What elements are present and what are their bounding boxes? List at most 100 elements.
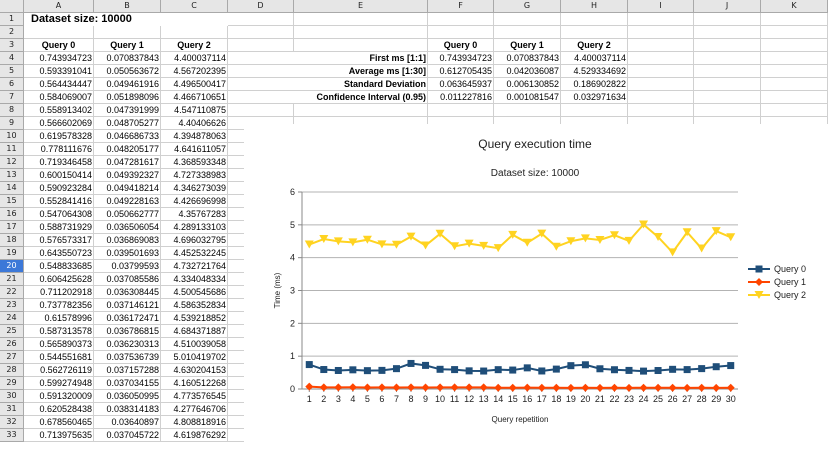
data-cell[interactable]: 0.036230313 bbox=[94, 338, 161, 351]
summary-label-cell[interactable]: Standard Deviation bbox=[228, 78, 428, 91]
data-cell[interactable]: 0.050563672 bbox=[94, 65, 161, 78]
data-cell[interactable]: 0.600150414 bbox=[24, 169, 94, 182]
data-cell[interactable]: 0.050662777 bbox=[94, 208, 161, 221]
data-cell[interactable]: 0.552841416 bbox=[24, 195, 94, 208]
data-cell[interactable]: 4.426696998 bbox=[161, 195, 228, 208]
data-cell[interactable]: 4.277646706 bbox=[161, 403, 228, 416]
summary-value-cell[interactable]: 0.011227816 bbox=[428, 91, 494, 104]
data-cell[interactable]: 4.40406626 bbox=[161, 117, 228, 130]
data-cell[interactable]: 0.548833685 bbox=[24, 260, 94, 273]
row-header-26[interactable]: 26 bbox=[0, 338, 24, 351]
query-header-cell[interactable]: Query 1 bbox=[94, 39, 161, 52]
row-header-19[interactable]: 19 bbox=[0, 247, 24, 260]
data-cell[interactable]: 4.696032795 bbox=[161, 234, 228, 247]
summary-value-cell[interactable]: 4.400037114 bbox=[561, 52, 628, 65]
data-cell[interactable]: 0.036506054 bbox=[94, 221, 161, 234]
data-cell[interactable]: 0.037045722 bbox=[94, 429, 161, 442]
empty-cell[interactable] bbox=[294, 26, 428, 39]
select-all-corner[interactable] bbox=[0, 0, 24, 13]
data-cell[interactable]: 0.711202918 bbox=[24, 286, 94, 299]
empty-cell[interactable] bbox=[761, 104, 828, 117]
empty-cell[interactable] bbox=[761, 52, 828, 65]
empty-cell[interactable] bbox=[761, 78, 828, 91]
data-cell[interactable]: 0.047391999 bbox=[94, 104, 161, 117]
line-chart[interactable]: Query execution time Dataset size: 10000 0… bbox=[244, 124, 828, 451]
data-cell[interactable]: 0.590923284 bbox=[24, 182, 94, 195]
data-cell[interactable]: 0.61578996 bbox=[24, 312, 94, 325]
empty-cell[interactable] bbox=[628, 91, 694, 104]
empty-cell[interactable] bbox=[228, 26, 294, 39]
data-cell[interactable]: 0.038314183 bbox=[94, 403, 161, 416]
empty-cell[interactable] bbox=[561, 26, 628, 39]
row-header-22[interactable]: 22 bbox=[0, 286, 24, 299]
empty-cell[interactable] bbox=[228, 104, 294, 117]
data-cell[interactable]: 0.037146121 bbox=[94, 299, 161, 312]
data-cell[interactable]: 0.051898096 bbox=[94, 91, 161, 104]
data-cell[interactable]: 0.036050995 bbox=[94, 390, 161, 403]
data-cell[interactable]: 0.049392327 bbox=[94, 169, 161, 182]
row-header-13[interactable]: 13 bbox=[0, 169, 24, 182]
column-header-g[interactable]: G bbox=[494, 0, 561, 13]
data-cell[interactable]: 4.547110875 bbox=[161, 104, 228, 117]
data-cell[interactable]: 0.743934723 bbox=[24, 52, 94, 65]
empty-cell[interactable] bbox=[561, 13, 628, 26]
data-cell[interactable]: 0.037536739 bbox=[94, 351, 161, 364]
data-cell[interactable]: 0.03799593 bbox=[94, 260, 161, 273]
column-header-e[interactable]: E bbox=[294, 0, 428, 13]
empty-cell[interactable] bbox=[628, 26, 694, 39]
column-header-d[interactable]: D bbox=[228, 0, 294, 13]
empty-cell[interactable] bbox=[628, 13, 694, 26]
data-cell[interactable]: 0.606425628 bbox=[24, 273, 94, 286]
row-header-11[interactable]: 11 bbox=[0, 143, 24, 156]
row-header-17[interactable]: 17 bbox=[0, 221, 24, 234]
data-cell[interactable]: 4.630204153 bbox=[161, 364, 228, 377]
column-header-j[interactable]: J bbox=[694, 0, 761, 13]
data-cell[interactable]: 4.452532245 bbox=[161, 247, 228, 260]
row-header-28[interactable]: 28 bbox=[0, 364, 24, 377]
summary-value-cell[interactable]: 0.612705435 bbox=[428, 65, 494, 78]
data-cell[interactable]: 0.564434447 bbox=[24, 78, 94, 91]
empty-cell[interactable] bbox=[161, 26, 228, 39]
data-cell[interactable]: 0.037157288 bbox=[94, 364, 161, 377]
data-cell[interactable]: 0.719346458 bbox=[24, 156, 94, 169]
empty-cell[interactable] bbox=[428, 13, 494, 26]
empty-cell[interactable] bbox=[24, 26, 94, 39]
data-cell[interactable]: 0.591320009 bbox=[24, 390, 94, 403]
empty-cell[interactable] bbox=[761, 26, 828, 39]
column-header-f[interactable]: F bbox=[428, 0, 494, 13]
summary-value-cell[interactable]: 0.006130852 bbox=[494, 78, 561, 91]
data-cell[interactable]: 0.03640897 bbox=[94, 416, 161, 429]
data-cell[interactable]: 4.466710651 bbox=[161, 91, 228, 104]
data-cell[interactable]: 0.049418214 bbox=[94, 182, 161, 195]
data-cell[interactable]: 4.586352834 bbox=[161, 299, 228, 312]
data-cell[interactable]: 0.599274948 bbox=[24, 377, 94, 390]
empty-cell[interactable] bbox=[694, 26, 761, 39]
summary-value-cell[interactable]: 0.042036087 bbox=[494, 65, 561, 78]
empty-cell[interactable] bbox=[694, 91, 761, 104]
data-cell[interactable]: 0.562726119 bbox=[24, 364, 94, 377]
data-cell[interactable]: 0.778111676 bbox=[24, 143, 94, 156]
data-cell[interactable]: 4.346273039 bbox=[161, 182, 228, 195]
column-header-h[interactable]: H bbox=[561, 0, 628, 13]
data-cell[interactable]: 4.641611057 bbox=[161, 143, 228, 156]
empty-cell[interactable] bbox=[761, 13, 828, 26]
empty-cell[interactable] bbox=[494, 13, 561, 26]
row-header-29[interactable]: 29 bbox=[0, 377, 24, 390]
row-header-5[interactable]: 5 bbox=[0, 65, 24, 78]
row-header-31[interactable]: 31 bbox=[0, 403, 24, 416]
empty-cell[interactable] bbox=[694, 39, 761, 52]
empty-cell[interactable] bbox=[694, 104, 761, 117]
data-cell[interactable]: 0.046686733 bbox=[94, 130, 161, 143]
data-cell[interactable]: 4.539218852 bbox=[161, 312, 228, 325]
data-cell[interactable]: 0.620528438 bbox=[24, 403, 94, 416]
empty-cell[interactable] bbox=[694, 52, 761, 65]
dataset-title-cell[interactable]: Dataset size: 10000 bbox=[31, 13, 132, 25]
empty-cell[interactable] bbox=[494, 104, 561, 117]
column-header-c[interactable]: C bbox=[161, 0, 228, 13]
data-cell[interactable]: 4.160512268 bbox=[161, 377, 228, 390]
data-cell[interactable]: 4.619876292 bbox=[161, 429, 228, 442]
row-header-1[interactable]: 1 bbox=[0, 13, 24, 26]
row-header-15[interactable]: 15 bbox=[0, 195, 24, 208]
row-header-2[interactable]: 2 bbox=[0, 26, 24, 39]
empty-cell[interactable] bbox=[761, 39, 828, 52]
